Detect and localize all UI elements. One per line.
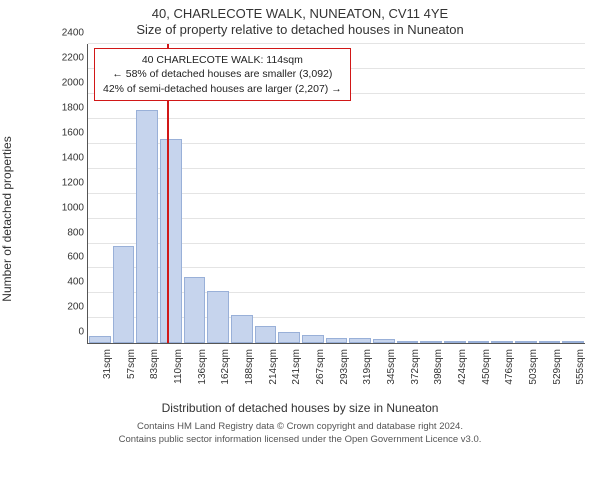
histogram-bar bbox=[562, 341, 584, 343]
footer: Contains HM Land Registry data © Crown c… bbox=[0, 415, 600, 446]
histogram-bar bbox=[349, 338, 371, 343]
info-line-3: 42% of semi-detached houses are larger (… bbox=[103, 82, 342, 96]
histogram-bar bbox=[278, 332, 300, 343]
y-tick-label: 2000 bbox=[62, 78, 88, 89]
chart-area: Number of detached properties 0200400600… bbox=[55, 39, 590, 399]
page-title: 40, CHARLECOTE WALK, NUNEATON, CV11 4YE bbox=[0, 0, 600, 22]
histogram-bar bbox=[397, 341, 419, 343]
y-tick-label: 2400 bbox=[62, 28, 88, 39]
y-tick-label: 1800 bbox=[62, 102, 88, 113]
x-tick-label: 319sqm bbox=[362, 349, 373, 385]
x-tick-label: 188sqm bbox=[244, 349, 255, 385]
gridline bbox=[88, 43, 585, 44]
x-tick-label: 450sqm bbox=[481, 349, 492, 385]
marker-info-box: 40 CHARLECOTE WALK: 114sqm ← 58% of deta… bbox=[94, 48, 351, 101]
histogram-bar bbox=[113, 246, 135, 343]
y-tick-label: 600 bbox=[67, 252, 88, 263]
x-tick-label: 476sqm bbox=[504, 349, 515, 385]
histogram-bar bbox=[207, 291, 229, 343]
histogram-bar bbox=[184, 277, 206, 343]
y-axis-label: Number of detached properties bbox=[0, 136, 14, 301]
y-tick-label: 800 bbox=[67, 227, 88, 238]
y-tick-label: 1600 bbox=[62, 127, 88, 138]
gridline bbox=[88, 118, 585, 119]
x-tick-label: 555sqm bbox=[575, 349, 586, 385]
histogram-bar bbox=[255, 326, 277, 343]
plot-region: 0200400600800100012001400160018002000220… bbox=[87, 44, 585, 344]
info-line-1: 40 CHARLECOTE WALK: 114sqm bbox=[103, 53, 342, 67]
x-tick-label: 162sqm bbox=[220, 349, 231, 385]
histogram-bar bbox=[468, 341, 490, 343]
y-tick-label: 400 bbox=[67, 277, 88, 288]
histogram-bar bbox=[302, 335, 324, 343]
x-axis-title: Distribution of detached houses by size … bbox=[0, 401, 600, 415]
histogram-bar bbox=[444, 341, 466, 343]
x-tick-label: 503sqm bbox=[528, 349, 539, 385]
x-tick-label: 83sqm bbox=[149, 349, 160, 379]
info-line-2: ← 58% of detached houses are smaller (3,… bbox=[103, 67, 342, 81]
footer-line-1: Contains HM Land Registry data © Crown c… bbox=[8, 421, 592, 433]
y-tick-label: 1400 bbox=[62, 152, 88, 163]
y-tick-label: 200 bbox=[67, 302, 88, 313]
histogram-bar bbox=[136, 110, 158, 343]
y-tick-label: 1200 bbox=[62, 177, 88, 188]
x-tick-label: 293sqm bbox=[339, 349, 350, 385]
y-tick-label: 1000 bbox=[62, 202, 88, 213]
x-tick-label: 267sqm bbox=[315, 349, 326, 385]
x-tick-label: 529sqm bbox=[552, 349, 563, 385]
x-tick-label: 398sqm bbox=[433, 349, 444, 385]
x-tick-label: 57sqm bbox=[126, 349, 137, 379]
x-tick-label: 136sqm bbox=[197, 349, 208, 385]
histogram-bar bbox=[420, 341, 442, 343]
histogram-bar bbox=[539, 341, 561, 343]
histogram-bar bbox=[89, 336, 111, 343]
x-tick-label: 31sqm bbox=[102, 349, 113, 379]
x-tick-label: 214sqm bbox=[268, 349, 279, 385]
x-tick-label: 241sqm bbox=[291, 349, 302, 385]
histogram-bar bbox=[231, 315, 253, 344]
x-tick-label: 345sqm bbox=[386, 349, 397, 385]
histogram-bar bbox=[373, 339, 395, 343]
footer-line-2: Contains public sector information licen… bbox=[8, 434, 592, 446]
y-tick-label: 0 bbox=[78, 327, 88, 338]
y-tick-label: 2200 bbox=[62, 53, 88, 64]
histogram-bar bbox=[515, 341, 537, 343]
page-subtitle: Size of property relative to detached ho… bbox=[0, 22, 600, 40]
histogram-bar bbox=[491, 341, 513, 343]
histogram-bar bbox=[326, 338, 348, 344]
x-tick-label: 424sqm bbox=[457, 349, 468, 385]
histogram-bar bbox=[160, 139, 182, 343]
x-tick-label: 372sqm bbox=[410, 349, 421, 385]
x-tick-label: 110sqm bbox=[173, 349, 184, 384]
